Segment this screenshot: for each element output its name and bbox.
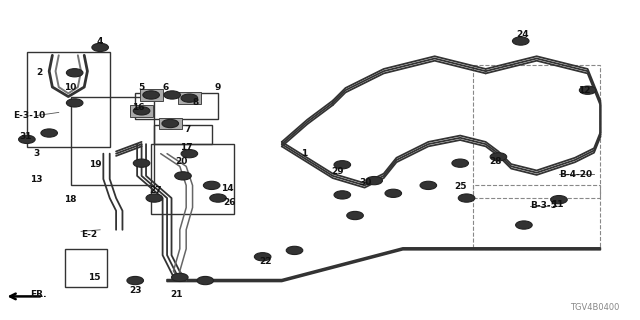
Text: 15: 15	[88, 273, 100, 282]
Text: 2: 2	[36, 68, 43, 77]
Text: 19: 19	[90, 160, 102, 169]
Bar	[65, 249, 106, 287]
Circle shape	[420, 181, 436, 189]
Bar	[178, 92, 201, 104]
Bar	[130, 105, 153, 116]
Circle shape	[210, 194, 227, 202]
Text: 3: 3	[33, 149, 40, 158]
Circle shape	[385, 189, 401, 197]
Circle shape	[458, 194, 475, 202]
Text: 30: 30	[360, 178, 372, 187]
Circle shape	[286, 246, 303, 254]
Text: FR.: FR.	[30, 290, 47, 299]
Text: 12: 12	[578, 86, 591, 95]
Circle shape	[172, 273, 188, 282]
Circle shape	[516, 221, 532, 229]
Circle shape	[175, 172, 191, 180]
Text: 18: 18	[64, 195, 76, 204]
Text: 22: 22	[260, 257, 272, 266]
Text: 21: 21	[170, 290, 183, 299]
Bar	[159, 118, 182, 129]
Text: 4: 4	[97, 36, 103, 45]
Text: 1: 1	[301, 149, 307, 158]
Circle shape	[347, 212, 364, 220]
Circle shape	[67, 99, 83, 107]
Text: 8: 8	[193, 99, 199, 108]
Circle shape	[334, 191, 351, 199]
Circle shape	[254, 252, 271, 261]
Text: 6: 6	[163, 83, 169, 92]
Text: 26: 26	[223, 198, 236, 207]
Circle shape	[550, 196, 567, 204]
Text: 24: 24	[516, 30, 529, 39]
Text: 11: 11	[551, 200, 563, 209]
Bar	[154, 125, 212, 144]
Circle shape	[133, 159, 150, 167]
Circle shape	[513, 37, 529, 45]
Circle shape	[146, 194, 163, 202]
Text: 25: 25	[454, 182, 467, 191]
Bar	[135, 93, 218, 119]
Text: 10: 10	[64, 83, 76, 92]
Text: 16: 16	[132, 103, 145, 112]
Text: 7: 7	[184, 125, 191, 134]
Text: 23: 23	[129, 285, 141, 295]
Bar	[27, 52, 109, 147]
Text: E-3-10: E-3-10	[13, 111, 45, 120]
Circle shape	[204, 181, 220, 189]
Circle shape	[197, 276, 214, 285]
Circle shape	[334, 161, 351, 169]
Circle shape	[452, 159, 468, 167]
Bar	[72, 97, 154, 185]
Circle shape	[143, 91, 159, 99]
Circle shape	[19, 135, 35, 143]
Circle shape	[41, 129, 58, 137]
Text: 28: 28	[489, 157, 502, 166]
Text: 9: 9	[215, 83, 221, 92]
Text: 20: 20	[175, 157, 188, 166]
Text: 14: 14	[221, 184, 234, 193]
Text: 29: 29	[332, 167, 344, 176]
Circle shape	[366, 177, 383, 185]
Bar	[151, 144, 234, 214]
Text: 27: 27	[149, 186, 162, 195]
Text: B-3-5: B-3-5	[531, 202, 557, 211]
Circle shape	[92, 43, 108, 52]
Circle shape	[181, 149, 198, 158]
Circle shape	[162, 119, 179, 128]
Circle shape	[579, 86, 596, 94]
Circle shape	[67, 69, 83, 77]
Circle shape	[127, 276, 143, 285]
Circle shape	[133, 107, 150, 115]
Circle shape	[490, 153, 507, 161]
Bar	[473, 65, 600, 198]
Text: 13: 13	[30, 174, 43, 184]
Text: TGV4B0400: TGV4B0400	[570, 303, 620, 312]
Text: E-2: E-2	[81, 230, 97, 239]
Bar	[473, 185, 600, 249]
Circle shape	[164, 91, 180, 99]
Text: 31: 31	[19, 132, 32, 141]
Text: B-4-20: B-4-20	[559, 170, 592, 179]
Text: 5: 5	[138, 83, 145, 92]
Text: 17: 17	[180, 143, 193, 152]
Circle shape	[181, 94, 198, 102]
Bar	[140, 89, 163, 101]
